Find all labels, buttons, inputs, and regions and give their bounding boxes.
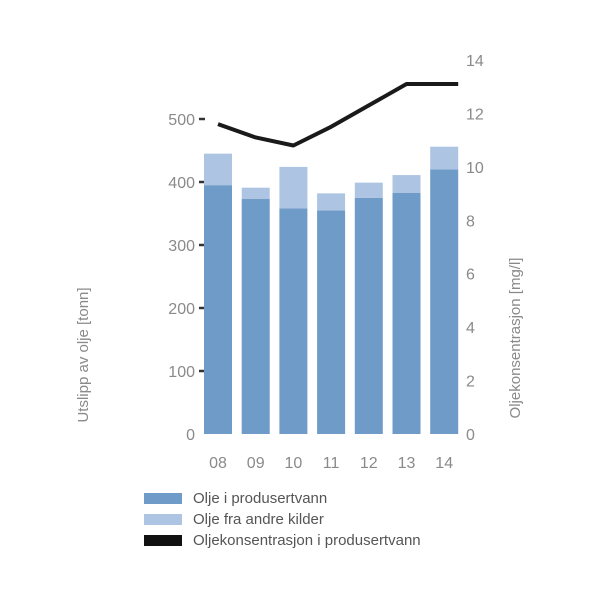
right-tick-label-12: 12 xyxy=(466,106,484,123)
left-tick-label-0: 0 xyxy=(186,427,195,444)
bar-produced-water-08 xyxy=(204,185,232,434)
bar-other-sources-13 xyxy=(392,175,421,193)
bar-other-sources-12 xyxy=(354,182,383,198)
legend-label-other-sources: Olje fra andre kilder xyxy=(193,511,324,528)
category-label-10: 10 xyxy=(285,455,303,472)
left-tick-label-300: 300 xyxy=(168,238,195,255)
left-tick-label-200: 200 xyxy=(168,301,195,318)
left-axis-label: Utslipp av olje [tonn] xyxy=(75,287,92,422)
right-tick-label-6: 6 xyxy=(466,267,475,284)
legend-swatch-produced-water xyxy=(144,493,182,504)
bar-produced-water-09 xyxy=(241,199,270,434)
left-tick-label-400: 400 xyxy=(168,175,195,192)
legend-swatch-other-sources xyxy=(144,514,182,525)
bar-produced-water-14 xyxy=(430,169,459,434)
bar-other-sources-11 xyxy=(317,193,346,211)
bar-other-sources-09 xyxy=(241,187,270,200)
right-tick-label-8: 8 xyxy=(466,213,475,230)
bar-produced-water-11 xyxy=(317,210,346,434)
bar-other-sources-10 xyxy=(279,166,308,209)
bar-produced-water-12 xyxy=(354,197,383,434)
category-label-11: 11 xyxy=(323,455,340,472)
bar-other-sources-14 xyxy=(430,146,459,170)
legend-item-concentration: Oljekonsentrasjon i produsertvann xyxy=(144,530,421,551)
legend-item-other-sources: Olje fra andre kilder xyxy=(144,509,421,530)
bar-other-sources-08 xyxy=(204,153,232,186)
category-label-13: 13 xyxy=(398,455,416,472)
category-label-09: 09 xyxy=(247,455,265,472)
legend-swatch-concentration xyxy=(144,535,182,546)
category-label-08: 08 xyxy=(209,455,227,472)
category-label-12: 12 xyxy=(360,455,378,472)
right-axis-ticks: 0 2 4 6 8 10 12 14 xyxy=(466,53,484,444)
concentration-line-layer xyxy=(217,82,459,148)
left-tick-label-500: 500 xyxy=(168,112,195,129)
category-label-14: 14 xyxy=(435,455,453,472)
right-tick-label-2: 2 xyxy=(466,374,475,391)
left-axis-ticks: 0 100 200 300 400 500 xyxy=(168,112,205,444)
legend-label-concentration: Oljekonsentrasjon i produsertvann xyxy=(193,532,421,549)
left-tick-label-100: 100 xyxy=(168,364,195,381)
legend-item-produced-water: Olje i produsertvann xyxy=(144,488,421,509)
right-tick-label-14: 14 xyxy=(466,53,484,70)
right-tick-label-4: 4 xyxy=(466,320,475,337)
concentration-line xyxy=(217,82,459,148)
right-axis-label: Oljekonsentrasjon [mg/l] xyxy=(507,258,524,419)
bar-produced-water-13 xyxy=(392,192,421,434)
category-labels: 08 09 10 11 12 13 14 xyxy=(209,455,453,472)
bars xyxy=(204,146,459,434)
right-tick-label-0: 0 xyxy=(466,427,475,444)
bar-produced-water-10 xyxy=(279,208,308,434)
legend: Olje i produsertvann Olje fra andre kild… xyxy=(144,488,421,551)
right-tick-label-10: 10 xyxy=(466,160,484,177)
legend-label-produced-water: Olje i produsertvann xyxy=(193,490,328,507)
